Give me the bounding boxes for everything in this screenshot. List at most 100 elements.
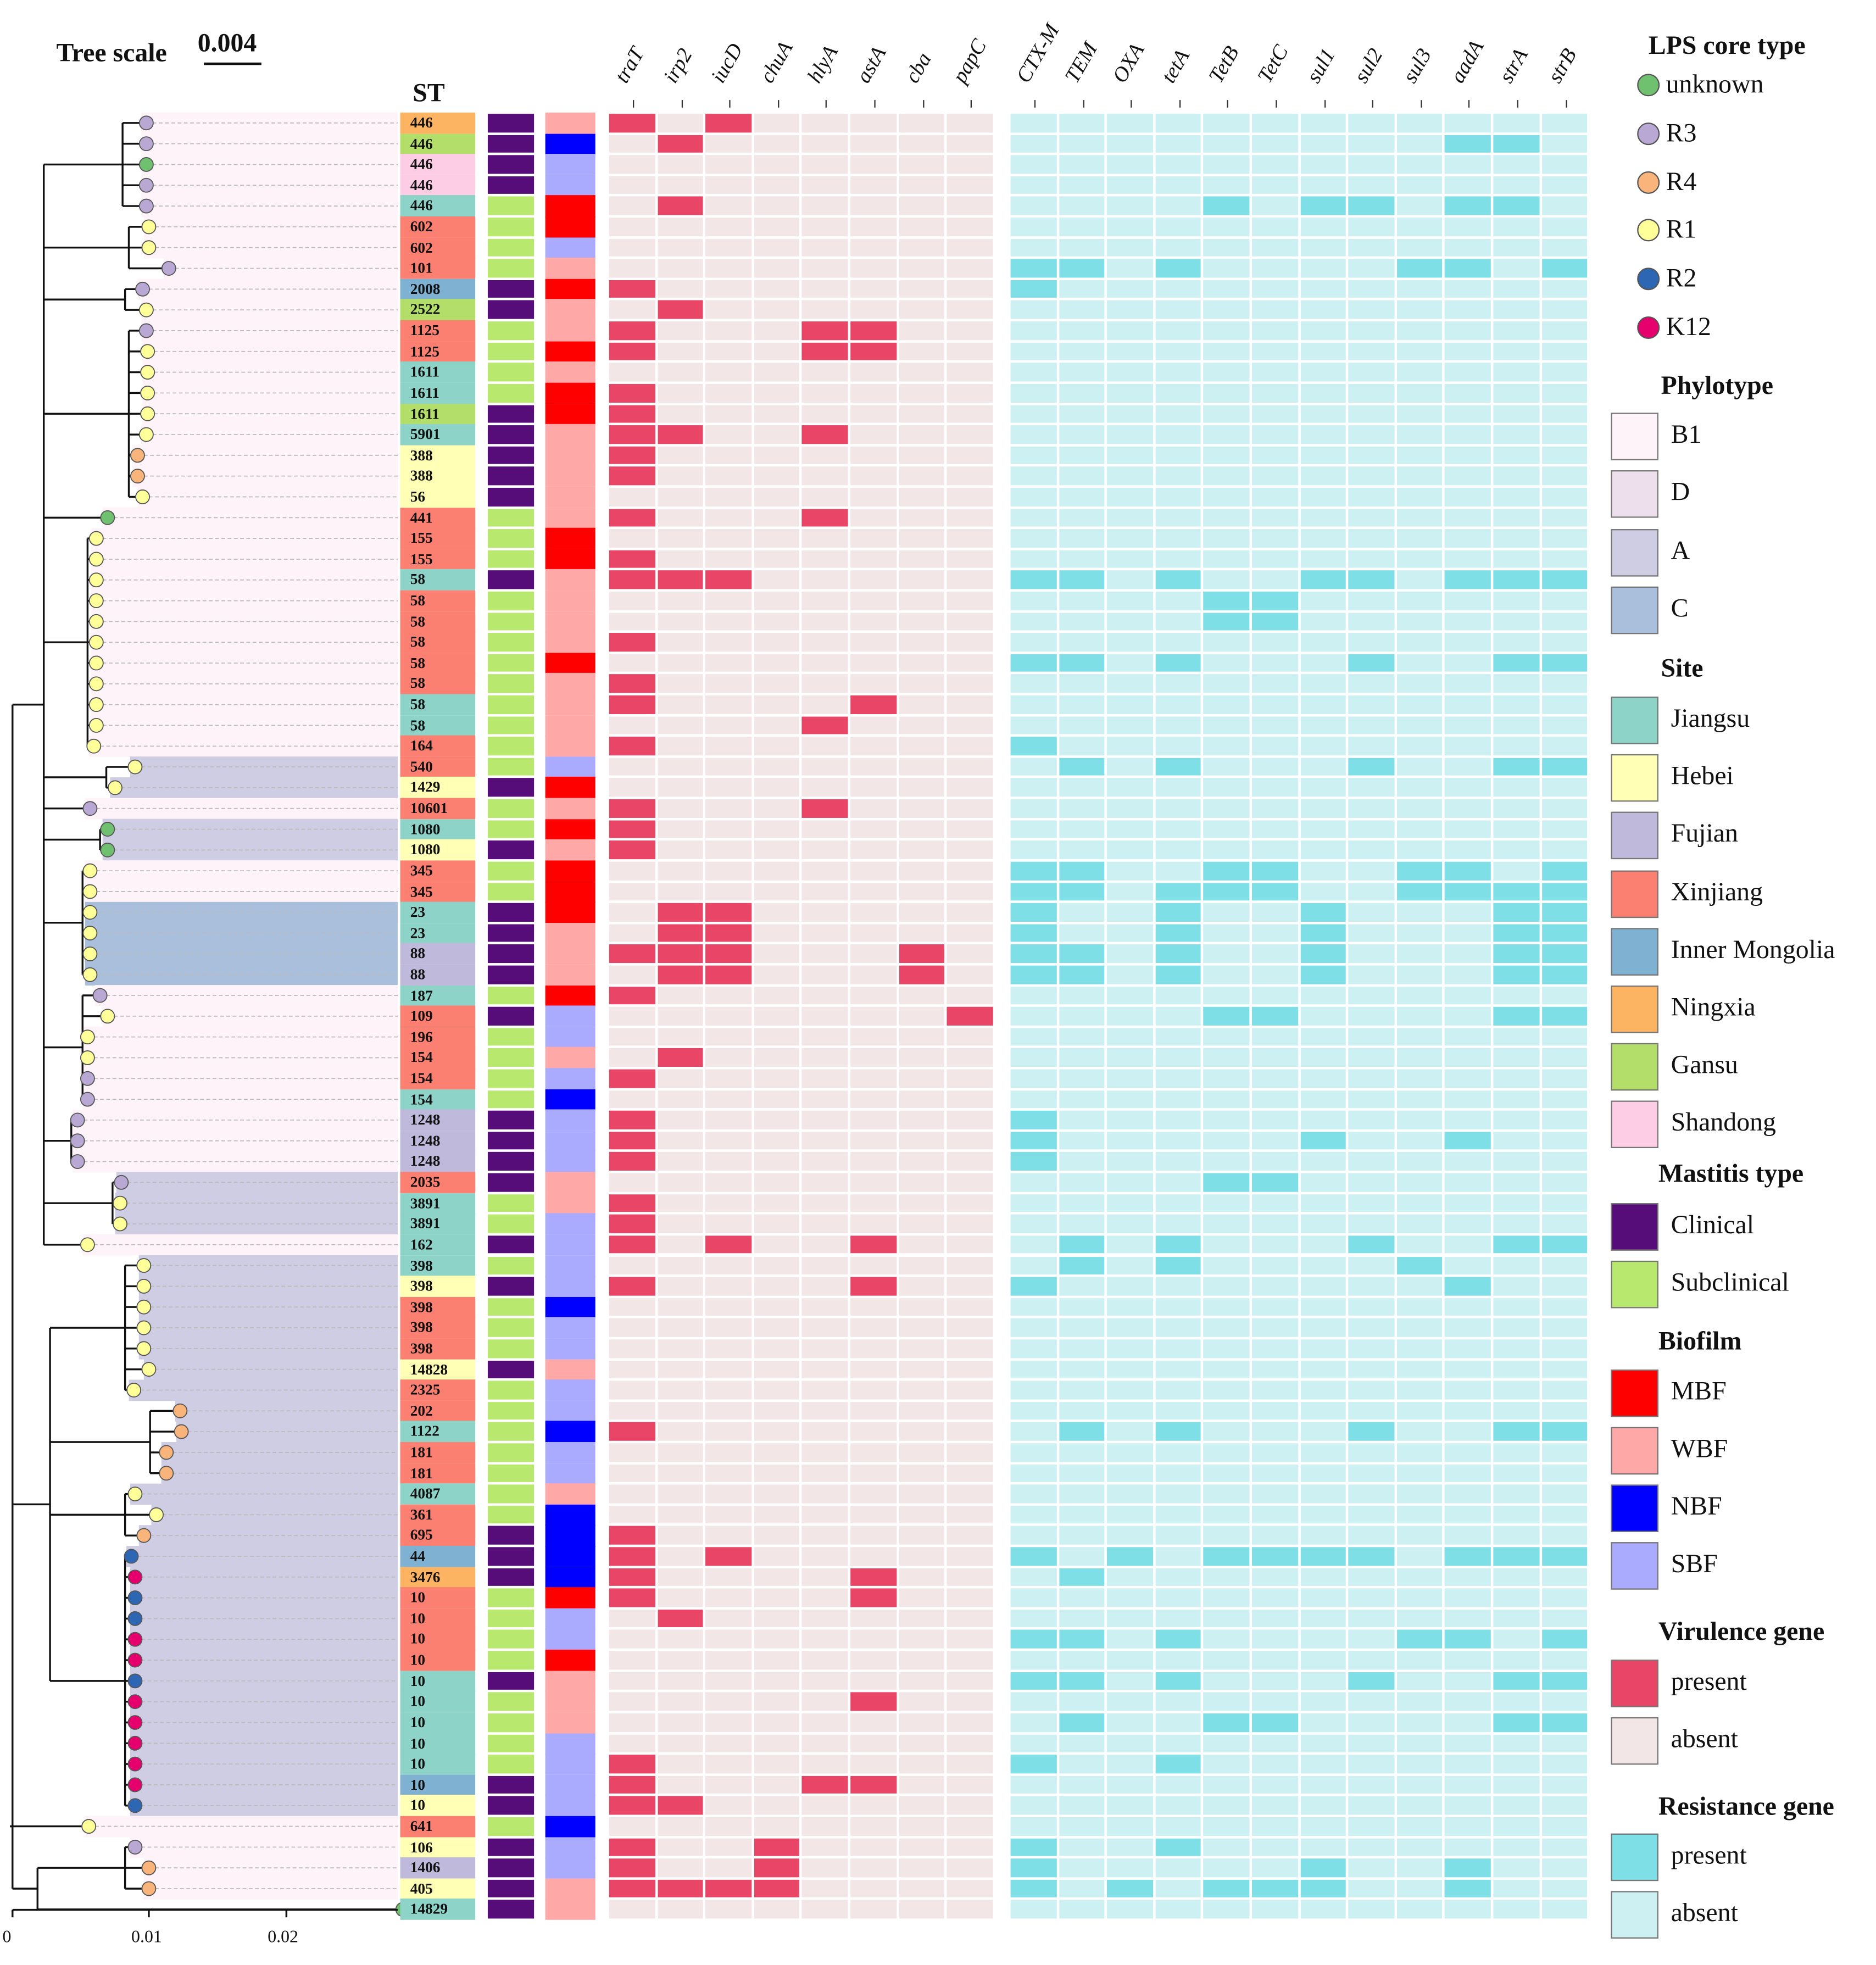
resistance-cell xyxy=(1010,1464,1056,1483)
virulence-cell xyxy=(609,1796,655,1815)
resistance-cell xyxy=(1107,1464,1153,1483)
virulence-cell xyxy=(609,695,655,714)
virulence-cell xyxy=(754,1298,800,1316)
legend-label: NBF xyxy=(1671,1490,1722,1521)
virulence-cell xyxy=(850,1775,897,1794)
biofilm-cell xyxy=(545,1255,595,1277)
resistance-cell xyxy=(1348,1796,1395,1815)
virulence-cell xyxy=(609,1526,655,1545)
resistance-cell xyxy=(1300,1505,1346,1524)
virulence-cell xyxy=(609,1360,655,1379)
resistance-cell xyxy=(1204,280,1250,298)
biofilm-cell xyxy=(545,1005,595,1027)
st-cell: 23 xyxy=(400,922,476,944)
resistance-cell xyxy=(1155,1048,1201,1067)
virulence-cell xyxy=(705,1734,751,1752)
mastitis-cell xyxy=(487,321,535,340)
virulence-cell xyxy=(657,758,703,776)
resistance-cell xyxy=(1204,986,1250,1005)
virulence-cell xyxy=(850,986,897,1005)
phylotype-shading xyxy=(129,1379,398,1401)
lps-tip-dot xyxy=(80,1071,95,1086)
st-cell: 155 xyxy=(400,548,476,570)
resistance-cell xyxy=(1059,1838,1105,1856)
resistance-cell xyxy=(1493,1775,1539,1794)
resistance-cell xyxy=(1107,487,1153,506)
virulence-cell xyxy=(899,1693,945,1711)
lps-tip-dot xyxy=(127,759,143,775)
virulence-cell xyxy=(754,446,800,465)
resistance-cell xyxy=(1059,300,1105,319)
virulence-cell xyxy=(947,1111,993,1129)
virulence-cell xyxy=(899,923,945,943)
legend-swatch-site xyxy=(1611,1101,1658,1149)
resistance-cell xyxy=(1107,675,1153,693)
resistance-cell xyxy=(1348,695,1395,714)
legend-label: C xyxy=(1671,592,1689,623)
st-cell: 10 xyxy=(400,1670,476,1692)
virulence-cell xyxy=(850,1194,897,1212)
virulence-cell xyxy=(802,840,848,859)
resistance-cell xyxy=(1155,176,1201,194)
virulence-cell xyxy=(705,1817,751,1836)
resistance-cell xyxy=(1493,446,1539,465)
resistance-cell xyxy=(1107,1401,1153,1420)
resistance-cell xyxy=(1300,1235,1346,1254)
st-cell: 1611 xyxy=(400,403,476,425)
resistance-cell xyxy=(1059,612,1105,631)
st-cell: 154 xyxy=(400,1047,476,1069)
virulence-cell xyxy=(657,591,703,610)
biofilm-cell xyxy=(545,1836,595,1858)
virulence-cell xyxy=(609,1152,655,1171)
resistance-cell xyxy=(1493,612,1539,631)
resistance-cell xyxy=(1300,1111,1346,1129)
resistance-cell xyxy=(1107,1505,1153,1524)
resistance-cell xyxy=(1445,716,1491,734)
legend-swatch-site xyxy=(1611,812,1658,860)
virulence-cell xyxy=(802,758,848,776)
mastitis-cell xyxy=(487,944,535,963)
tree-scale-value: 0.004 xyxy=(197,27,257,58)
virulence-cell xyxy=(705,571,751,589)
resistance-cell xyxy=(1541,1858,1588,1877)
lps-tip-dot xyxy=(135,281,150,297)
virulence-cell xyxy=(705,1796,751,1815)
resistance-cell xyxy=(1445,1838,1491,1856)
virulence-cell xyxy=(947,1069,993,1088)
resistance-cell xyxy=(1348,675,1395,693)
resistance-cell xyxy=(1204,654,1250,672)
virulence-cell xyxy=(657,1027,703,1046)
resistance-cell xyxy=(1348,404,1395,423)
resistance-cell xyxy=(1445,404,1491,423)
st-cell: 88 xyxy=(400,943,476,965)
virulence-cell xyxy=(802,1775,848,1794)
resistance-cell xyxy=(1010,737,1056,755)
resistance-cell xyxy=(1251,1858,1298,1877)
resistance-cell xyxy=(1155,1734,1201,1752)
virulence-cell xyxy=(609,383,655,402)
st-cell: 181 xyxy=(400,1462,476,1484)
resistance-cell xyxy=(1300,1775,1346,1794)
virulence-cell xyxy=(754,1339,800,1358)
virulence-cell xyxy=(899,1817,945,1836)
resistance-cell xyxy=(1493,404,1539,423)
virulence-cell xyxy=(850,155,897,174)
virulence-cell xyxy=(754,612,800,631)
resistance-cell xyxy=(1396,1422,1443,1441)
resistance-cell xyxy=(1204,1651,1250,1669)
legend-dot-K12 xyxy=(1637,316,1660,339)
st-cell: 154 xyxy=(400,1089,476,1111)
virulence-cell xyxy=(899,820,945,839)
resistance-cell xyxy=(1396,238,1443,257)
resistance-cell xyxy=(1204,1526,1250,1545)
resistance-cell xyxy=(1541,114,1588,132)
resistance-cell xyxy=(1541,758,1588,776)
virulence-cell xyxy=(609,238,655,257)
virulence-cell xyxy=(705,425,751,444)
lps-tip-dot xyxy=(172,1403,188,1418)
legend-swatch-virulence xyxy=(1611,1660,1658,1707)
biofilm-cell xyxy=(545,756,595,778)
resistance-cell xyxy=(1396,1007,1443,1026)
resistance-cell xyxy=(1251,197,1298,215)
virulence-cell xyxy=(657,155,703,174)
